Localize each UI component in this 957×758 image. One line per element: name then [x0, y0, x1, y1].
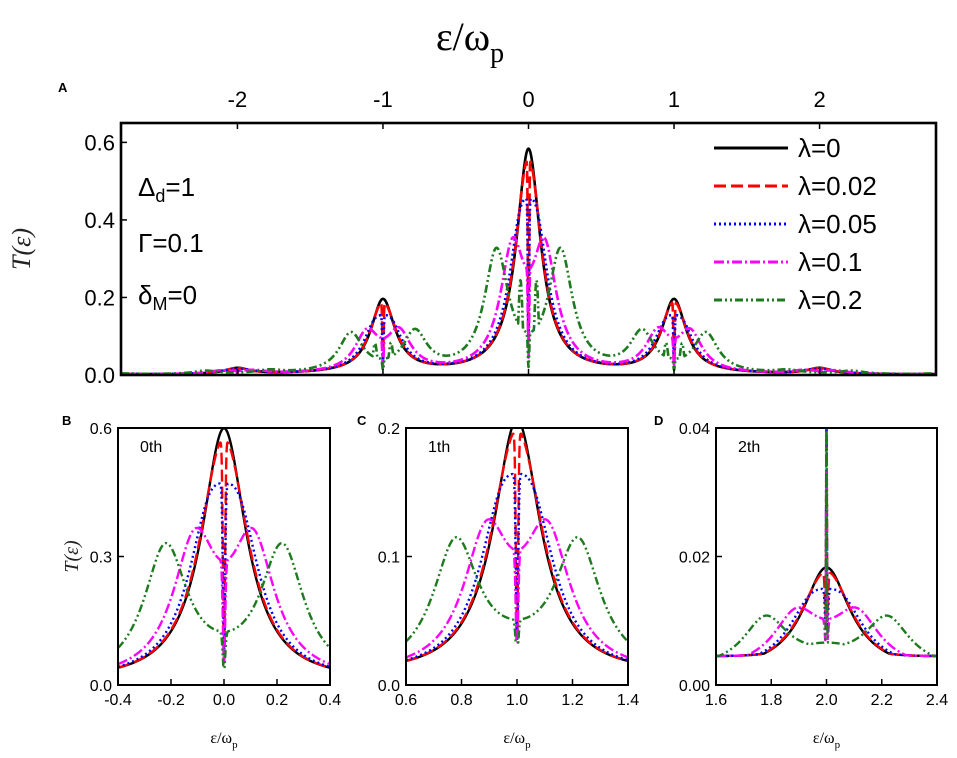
legend-label: λ=0.2	[798, 285, 862, 315]
param-delta-d: Δd=1	[138, 172, 195, 206]
x-tick-label: 0.2	[266, 692, 288, 709]
x-axis-label: ε/ωp	[210, 730, 238, 751]
x-tick-label: 2.0	[815, 692, 837, 709]
series-line-0_05	[716, 428, 937, 658]
y-tick-label: 0.1	[378, 550, 400, 567]
series-group	[406, 428, 628, 663]
legend-label: λ=0.02	[798, 171, 877, 201]
panel-d: 1.6 1.8 2.0 2.2 2.4 0.00 0.02 0.04 D 2th ε/ωp	[654, 413, 948, 751]
panel-label: C	[357, 413, 367, 428]
y-axis-label: T(ε)	[7, 228, 36, 270]
series-group	[121, 147, 936, 375]
y-tick-label: 0.6	[90, 421, 112, 438]
y-tick-label: 0.00	[679, 678, 710, 695]
x-tick-label: 1.0	[506, 692, 528, 709]
series-line-0_1	[406, 518, 628, 659]
panel-label: D	[654, 413, 663, 428]
order-label: 0th	[140, 439, 162, 456]
panel-a: -2 -1 0 1 2 0.0 0.2 0.4 0.6 A T(ε)	[7, 80, 938, 388]
x-tick-label: 1.4	[617, 692, 639, 709]
series-line-0_2	[716, 428, 937, 658]
series-line-0_2	[118, 541, 330, 670]
x-tick-label: 2	[813, 87, 825, 112]
x-tick-label: 2.2	[871, 692, 893, 709]
x-tick-label: -1	[373, 87, 393, 112]
series-group	[716, 428, 937, 658]
y-tick-label: 0.6	[84, 130, 115, 155]
y-tick-label: 0.3	[90, 550, 112, 567]
legend-label: λ=0.05	[798, 209, 877, 239]
y-tick-label: 0.2	[378, 421, 400, 438]
x-tick-label: -2	[228, 87, 248, 112]
x-tick-label: 0.8	[450, 692, 472, 709]
x-tick-label: 1.6	[705, 692, 727, 709]
x-tick-label: 0.4	[319, 692, 341, 709]
x-axis-label: ε/ωp	[503, 730, 531, 751]
panel-c: 0.6 0.8 1.0 1.2 1.4 0.0 0.1 0.2 C 1th ε/ωp	[357, 413, 639, 751]
panel-label: A	[58, 80, 68, 95]
series-group	[118, 428, 330, 670]
y-tick-label: 0.0	[90, 678, 112, 695]
x-tick-label: 0	[522, 87, 534, 112]
legend-label: λ=0	[798, 133, 841, 163]
y-tick-label: 0.0	[378, 678, 400, 695]
x-tick-label: 1.2	[561, 692, 583, 709]
panel-label: B	[62, 413, 71, 428]
series-line-0_1	[716, 448, 937, 658]
y-tick-label: 0.04	[679, 421, 710, 438]
x-tick-label: 2.4	[926, 692, 948, 709]
param-gamma: Γ=0.1	[138, 228, 204, 258]
order-label: 1th	[428, 439, 450, 456]
x-tick-label: 1	[668, 87, 680, 112]
series-line-0_05	[406, 472, 628, 662]
order-label: 2th	[738, 439, 760, 456]
x-axis-label: ε/ωp	[813, 730, 841, 751]
legend: λ=0 λ=0.02 λ=0.05 λ=0.1 λ=0.2	[714, 133, 877, 315]
x-tick-label: -0.4	[104, 692, 132, 709]
legend-label: λ=0.1	[798, 247, 862, 277]
y-axis-label: T(ε)	[61, 540, 83, 573]
y-tick-label: 0.02	[679, 550, 710, 567]
x-tick-label: 0.6	[395, 692, 417, 709]
series-line-0_2	[406, 536, 628, 644]
y-tick-label: 0.4	[84, 208, 115, 233]
panel-b: -0.4 -0.2 0.0 0.2 0.4 0.0 0.3 0.6 B 0th ε/ωp T(ε)	[61, 413, 341, 751]
param-delta-m: δM=0	[138, 280, 197, 314]
x-tick-label: 1.8	[760, 692, 782, 709]
y-tick-label: 0.2	[84, 285, 115, 310]
series-line-0_2	[121, 246, 936, 375]
x-tick-label: 0.0	[213, 692, 235, 709]
parameter-block: Δd=1 Γ=0.1 δM=0	[138, 172, 204, 314]
x-tick-label: -0.2	[157, 692, 185, 709]
top-axis-label: ε/ωp	[436, 14, 504, 69]
y-tick-label: 0.0	[84, 363, 115, 388]
